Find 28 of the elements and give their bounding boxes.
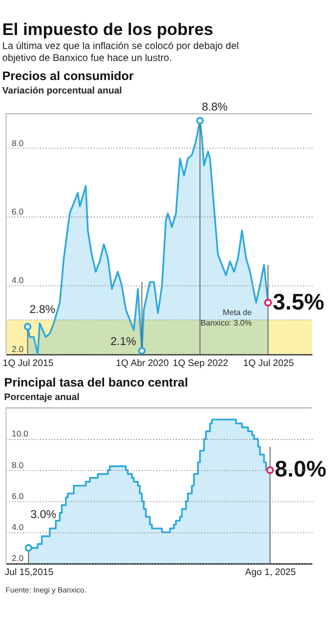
x-tick-label: 1Q Abr 2020 bbox=[116, 356, 169, 368]
x-tick-label: 1Q Jul 2025 bbox=[243, 356, 294, 368]
text: La última vez que la inflación se colocó por debajo del objetivo de Banxico fue hace un lustro. bbox=[2, 41, 239, 64]
annotation: 3.0% bbox=[30, 509, 56, 522]
annotation: 8.0% bbox=[274, 456, 326, 482]
y-tick-label: 10.0 bbox=[12, 428, 29, 439]
y-tick-label: 8.0 bbox=[12, 138, 24, 148]
chart-title: Principal tasa del banco central bbox=[4, 376, 188, 390]
x-tick-label: 1Q Sep 2022 bbox=[172, 356, 228, 368]
text: El impuesto de los pobres bbox=[2, 20, 214, 39]
chart-subtitle: Porcentaje anual bbox=[4, 390, 80, 402]
x-tick-label: Ago 1, 2025 bbox=[245, 566, 296, 578]
annotation: 2.8% bbox=[30, 304, 56, 316]
y-tick-label: 8.0 bbox=[12, 460, 24, 470]
y-tick-label: 2.0 bbox=[12, 344, 24, 354]
chart-title: Precios al consumidor bbox=[2, 69, 134, 84]
annotation: 3.5% bbox=[272, 289, 324, 314]
annotation: 2.1% bbox=[110, 336, 136, 348]
annotation: 8.8% bbox=[202, 101, 228, 114]
y-tick-label: 4.0 bbox=[12, 522, 24, 532]
y-tick-label: 6.0 bbox=[12, 206, 24, 216]
x-tick-label: Jul 15,2015 bbox=[4, 566, 54, 578]
x-tick-label: 1Q Jul 2015 bbox=[2, 356, 54, 368]
source-note: Fuente: Inegi y Banxico. bbox=[6, 586, 86, 595]
y-tick-label: 2.0 bbox=[12, 553, 24, 564]
chart-subtitle: Variación porcentual anual bbox=[2, 84, 122, 96]
y-tick-label: 4.0 bbox=[12, 275, 24, 286]
y-tick-label: 6.0 bbox=[12, 490, 24, 501]
